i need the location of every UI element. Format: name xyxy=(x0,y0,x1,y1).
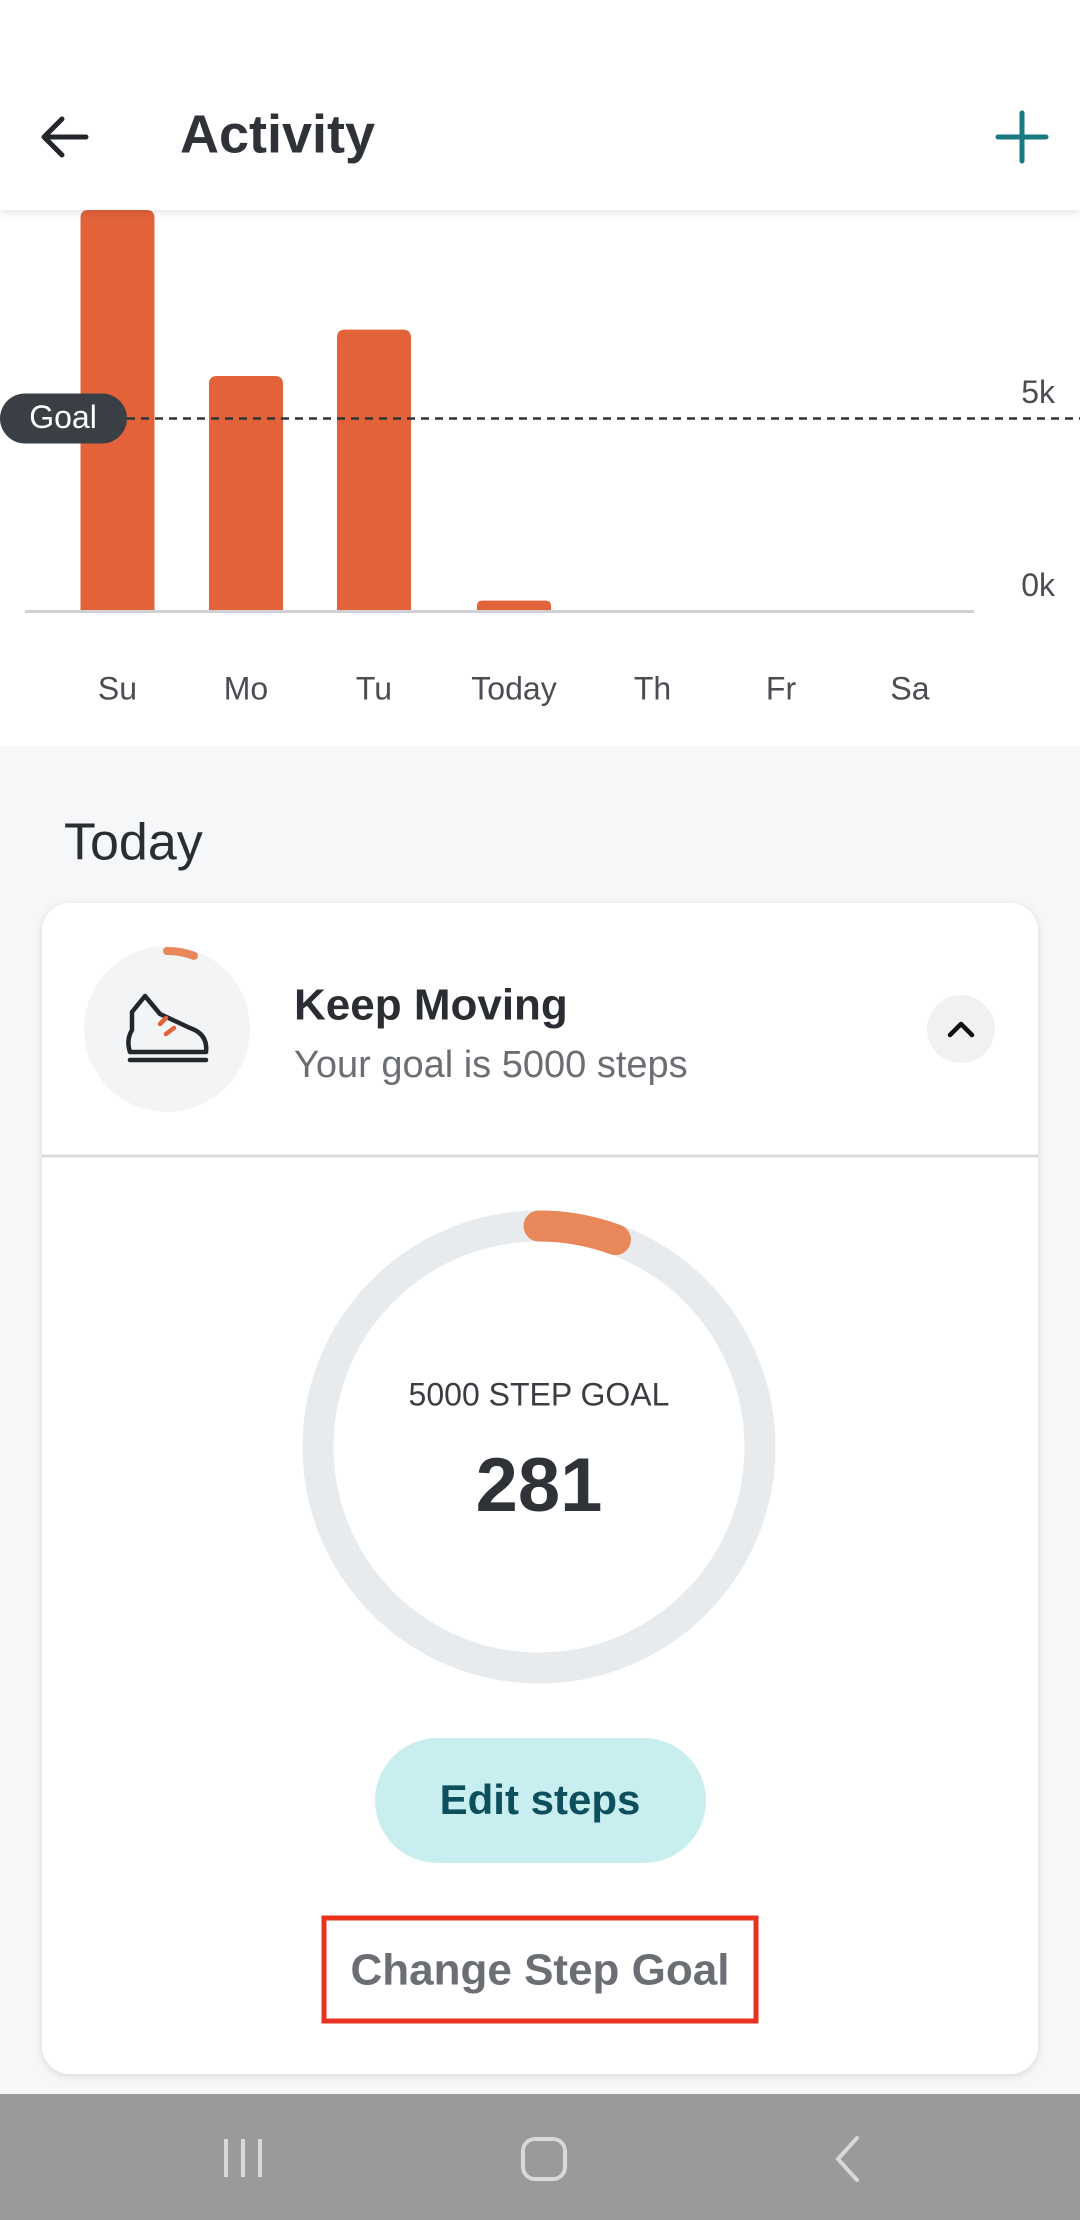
back-button[interactable] xyxy=(41,116,89,158)
icon-progress-arc xyxy=(163,947,198,960)
add-button[interactable] xyxy=(995,110,1049,164)
nav-bar xyxy=(0,2094,1080,2220)
x-tick-label: Tu xyxy=(356,670,392,706)
header xyxy=(0,0,1080,210)
section-title: Today xyxy=(64,814,203,872)
x-tick-label: Today xyxy=(471,670,556,706)
goal-pill xyxy=(0,393,127,444)
header-title: Activity xyxy=(180,104,375,164)
step-count: 281 xyxy=(476,1443,603,1528)
bar xyxy=(209,376,283,612)
x-tick-label: Sa xyxy=(890,670,929,706)
x-tick-label: Su xyxy=(98,670,137,706)
recents-button[interactable] xyxy=(224,2139,262,2177)
highlight-box xyxy=(321,1915,759,2024)
goal-card xyxy=(42,903,1038,2074)
home-button[interactable] xyxy=(521,2137,567,2181)
x-tick-label: Th xyxy=(634,670,671,706)
collapse-button[interactable] xyxy=(927,995,995,1063)
goal-title: Keep Moving xyxy=(294,981,568,1030)
x-tick-label: Mo xyxy=(224,670,268,706)
edit-steps-button[interactable] xyxy=(375,1738,706,1863)
y-tick-label: 5k xyxy=(1021,374,1056,410)
nav-back-button[interactable] xyxy=(835,2136,859,2182)
change-goal-button[interactable]: Change Step Goal xyxy=(351,1946,730,1995)
y-tick-label: 0k xyxy=(1021,567,1056,603)
collapse-chevron xyxy=(947,1021,975,1038)
goal-subtitle: Your goal is 5000 steps xyxy=(294,1044,688,1086)
bar xyxy=(477,600,551,612)
goal-icon-background xyxy=(84,946,250,1112)
progress-arc xyxy=(523,1210,631,1256)
edit-steps-label: Edit steps xyxy=(440,1776,641,1823)
shoe-icon xyxy=(126,993,209,1063)
x-tick-label: Fr xyxy=(766,670,797,706)
bar xyxy=(337,329,411,612)
goal-label: Goal xyxy=(29,399,97,435)
goal-label: 5000 STEP GOAL xyxy=(409,1376,670,1412)
